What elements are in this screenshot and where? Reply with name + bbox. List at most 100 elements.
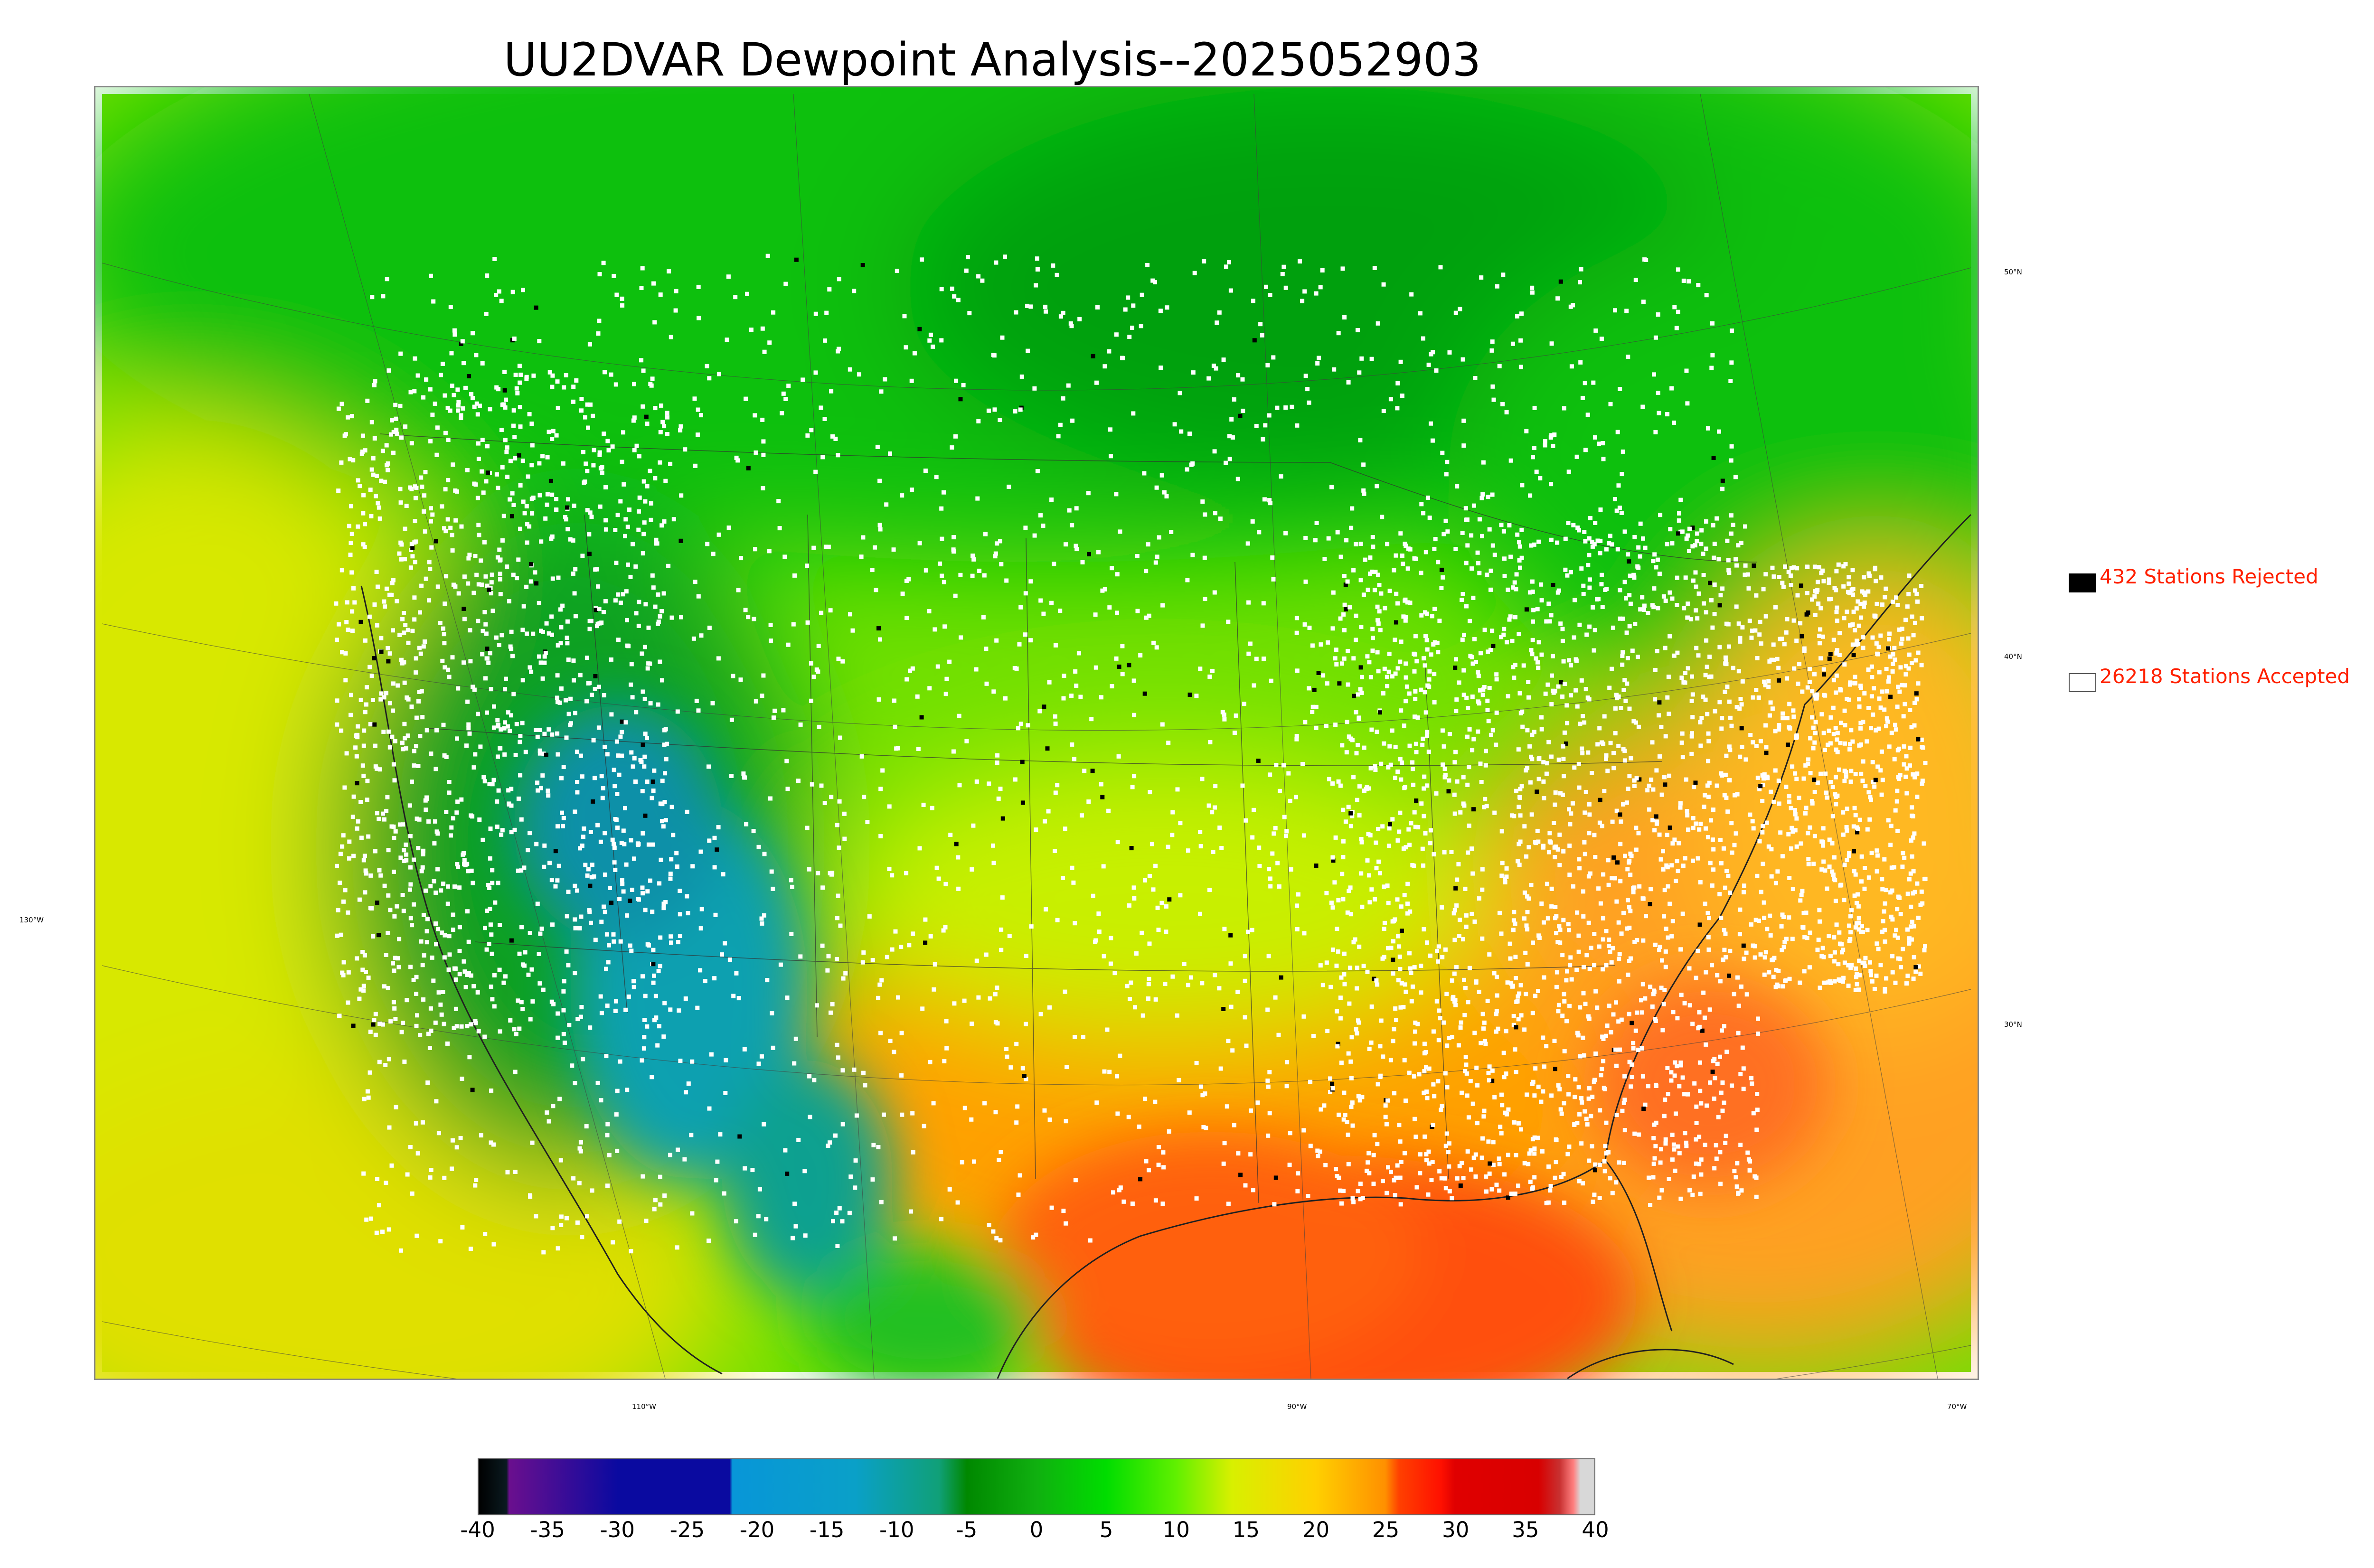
station-marker: [524, 504, 529, 508]
station-marker: [1587, 812, 1592, 817]
station-marker: [890, 947, 895, 952]
station-marker: [443, 665, 447, 670]
station-marker: [1667, 590, 1672, 595]
station-marker: [391, 628, 395, 633]
station-marker: [1519, 555, 1524, 560]
station-marker: [1782, 642, 1787, 647]
station-marker: [1393, 775, 1397, 780]
station-marker: [1841, 584, 1846, 589]
station-marker: [528, 665, 532, 670]
station-marker: [944, 1046, 949, 1051]
station-marker: [1071, 880, 1076, 885]
station-marker: [1551, 654, 1555, 658]
station-marker: [1531, 619, 1535, 624]
station-marker: [1305, 387, 1310, 392]
station-marker: [1711, 867, 1716, 872]
station-marker: [460, 339, 465, 344]
station-marker: [1394, 1018, 1398, 1023]
station-marker: [1828, 954, 1833, 958]
station-marker: [544, 752, 548, 757]
station-marker: [1504, 1071, 1508, 1076]
station-marker: [640, 789, 645, 794]
station-marker: [414, 1121, 418, 1126]
station-marker: [1812, 672, 1817, 676]
station-marker: [1156, 1163, 1161, 1167]
station-marker: [448, 305, 453, 310]
station-marker: [1492, 810, 1497, 815]
station-marker: [573, 926, 578, 930]
station-marker: [415, 817, 419, 821]
station-marker: [629, 750, 634, 755]
station-marker: [696, 407, 700, 412]
station-marker: [738, 677, 743, 682]
station-marker: [1793, 771, 1798, 776]
station-marker: [1354, 542, 1358, 546]
station-marker: [1470, 661, 1475, 666]
station-marker: [1393, 1193, 1397, 1198]
station-marker: [685, 809, 689, 814]
station-marker: [496, 387, 501, 392]
station-marker: [781, 708, 786, 713]
station-marker: [518, 526, 522, 531]
station-marker: [1662, 775, 1667, 779]
station-marker: [1393, 744, 1398, 749]
station-marker: [694, 698, 699, 703]
station-marker: [387, 592, 392, 597]
station-marker: [826, 954, 831, 958]
station-marker: [942, 490, 946, 495]
station-marker: [1766, 685, 1771, 689]
station-marker: [377, 505, 381, 510]
station-marker: [1456, 1043, 1461, 1048]
station-marker: [1356, 692, 1360, 697]
station-marker: [1182, 962, 1187, 966]
station-marker: [760, 417, 765, 422]
station-marker: [1161, 1150, 1166, 1155]
station-marker: [1386, 1165, 1390, 1170]
station-marker: [1287, 1163, 1292, 1167]
station-marker: [590, 1188, 594, 1193]
station-marker: [1910, 854, 1914, 859]
station-marker: [651, 948, 656, 952]
station-marker: [1756, 1016, 1760, 1021]
station-marker: [588, 1025, 593, 1030]
station-marker: [456, 408, 461, 413]
station-marker: [361, 1171, 366, 1176]
station-marker: [1894, 928, 1898, 932]
station-marker: [401, 909, 406, 913]
station-marker: [1533, 840, 1537, 845]
station-marker: [626, 994, 631, 999]
station-marker: [1373, 768, 1378, 772]
station-marker: [633, 779, 638, 784]
station-marker: [511, 692, 516, 696]
station-marker: [1294, 795, 1298, 799]
station-marker: [514, 722, 519, 726]
station-marker: [977, 568, 982, 573]
station-marker: [1125, 984, 1130, 988]
station-marker: [1575, 526, 1580, 530]
station-marker: [391, 578, 396, 582]
station-marker: [713, 912, 718, 917]
station-marker: [634, 443, 639, 448]
station-marker: [1271, 577, 1276, 582]
station-marker: [1916, 915, 1921, 920]
station-marker: [503, 974, 508, 979]
station-marker: [1307, 686, 1311, 691]
station-marker: [410, 923, 415, 928]
station-marker: [1461, 801, 1466, 806]
station-marker: [1624, 800, 1629, 805]
station-marker: [1587, 536, 1592, 541]
station-marker: [584, 699, 589, 704]
station-marker: [461, 852, 465, 857]
station-marker: [1783, 564, 1787, 569]
station-marker: [1585, 413, 1590, 417]
station-marker: [1576, 1085, 1581, 1089]
station-marker: [761, 673, 766, 678]
station-marker: [1324, 891, 1329, 895]
station-marker: [1508, 554, 1513, 559]
station-marker: [1488, 732, 1493, 737]
station-marker: [1266, 954, 1271, 958]
station-marker: [1581, 583, 1586, 588]
station-marker: [1642, 603, 1647, 608]
station-marker: [1614, 899, 1619, 904]
station-marker: [1326, 536, 1331, 541]
